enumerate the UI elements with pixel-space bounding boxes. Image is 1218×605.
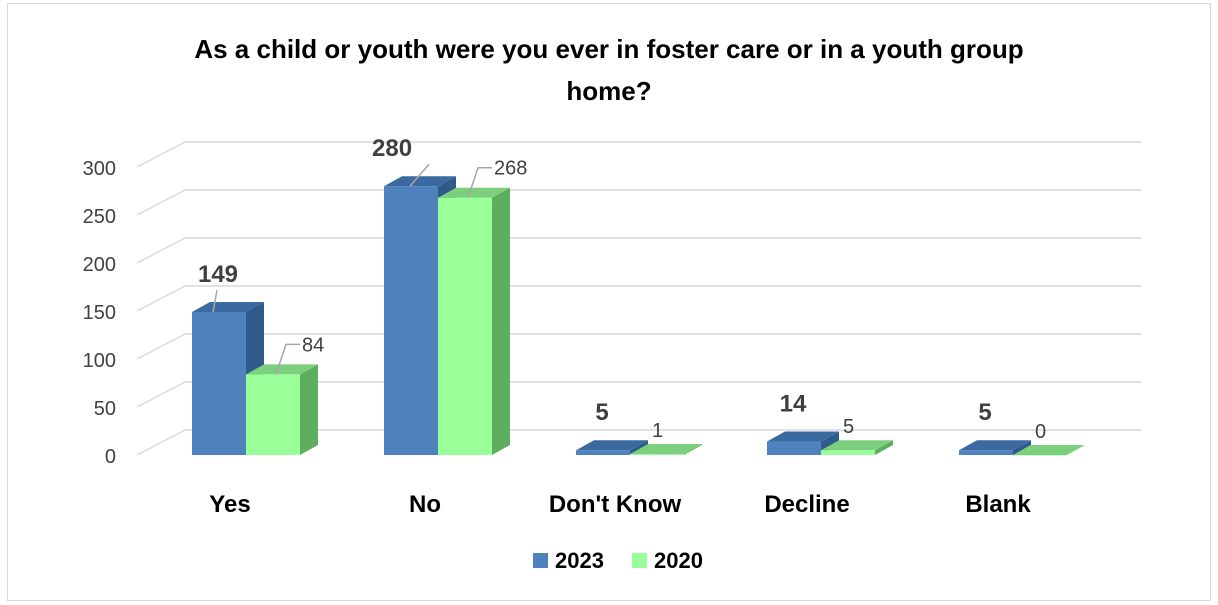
bar-top-2020 bbox=[246, 364, 318, 375]
bar-2023 bbox=[192, 311, 246, 455]
y-tick-label: 200 bbox=[83, 254, 116, 276]
x-category-label: Yes bbox=[209, 491, 250, 518]
bar-side-2020 bbox=[492, 187, 510, 455]
leader-line-2020 bbox=[467, 166, 492, 198]
y-tick-label: 300 bbox=[83, 158, 116, 180]
chart-frame bbox=[7, 3, 1211, 601]
data-label-2020: 5 bbox=[843, 416, 854, 438]
data-label-2023: 14 bbox=[780, 391, 807, 418]
bar-2023 bbox=[959, 450, 1013, 455]
gridline-diagonal bbox=[136, 189, 186, 216]
bar-2020 bbox=[246, 374, 300, 455]
leader-line-2023 bbox=[212, 289, 218, 313]
leader-line-2023 bbox=[409, 163, 430, 187]
data-label-2023: 5 bbox=[978, 399, 991, 426]
bar-side-2020 bbox=[875, 440, 893, 455]
bar-2023 bbox=[767, 441, 821, 455]
bar-2020 bbox=[821, 450, 875, 455]
bar-side-2020 bbox=[684, 444, 702, 455]
x-category-label: Decline bbox=[764, 491, 849, 518]
data-label-2020: 84 bbox=[302, 334, 324, 356]
bar-top-2023 bbox=[576, 440, 648, 451]
gridline-diagonal bbox=[136, 429, 186, 456]
bar-2023 bbox=[576, 450, 630, 455]
y-tick-label: 150 bbox=[83, 302, 116, 324]
legend-swatch-2020 bbox=[632, 553, 647, 568]
data-label-2020: 0 bbox=[1035, 421, 1046, 443]
y-tick-label: 250 bbox=[83, 206, 116, 228]
bar-2020 bbox=[1013, 455, 1067, 456]
y-tick-label: 50 bbox=[94, 398, 116, 420]
bar-side-2020 bbox=[300, 364, 318, 455]
data-label-2020: 1 bbox=[652, 420, 663, 442]
bar-side-2023 bbox=[630, 440, 648, 455]
x-category-label: No bbox=[409, 491, 441, 518]
gridline-diagonal bbox=[136, 381, 186, 408]
leader-line-2020 bbox=[275, 343, 300, 375]
bar-2023 bbox=[384, 186, 438, 455]
gridline-diagonal bbox=[136, 237, 186, 264]
legend-label-2023: 2023 bbox=[555, 548, 604, 573]
x-category-label: Blank bbox=[965, 491, 1031, 518]
data-label-2020: 268 bbox=[494, 158, 527, 180]
gridline-diagonal bbox=[136, 285, 186, 312]
bar-top-2020 bbox=[438, 187, 510, 198]
y-tick-label: 0 bbox=[105, 446, 116, 468]
chart-title-line-1: As a child or youth were you ever in fos… bbox=[194, 34, 1024, 64]
chart-title-line-2: home? bbox=[566, 76, 652, 106]
bar-top-2023 bbox=[959, 440, 1031, 451]
legend-swatch-2023 bbox=[533, 553, 548, 568]
bar-2020 bbox=[630, 454, 684, 455]
data-label-2023: 280 bbox=[372, 135, 412, 162]
y-tick-label: 100 bbox=[83, 350, 116, 372]
bar-top-2020 bbox=[1013, 445, 1085, 455]
data-label-2023: 5 bbox=[595, 399, 608, 426]
bar-top-2023 bbox=[192, 301, 264, 312]
bar-2020 bbox=[438, 197, 492, 455]
legend-label-2020: 2020 bbox=[654, 548, 703, 573]
bar-side-2023 bbox=[1013, 440, 1031, 455]
bar-top-2023 bbox=[767, 431, 839, 442]
chart-title: As a child or youth were you ever in fos… bbox=[0, 28, 1218, 112]
bar-top-2020 bbox=[630, 444, 702, 455]
data-label-2023: 149 bbox=[198, 261, 238, 288]
gridline-diagonal bbox=[136, 333, 186, 360]
bar-top-2023 bbox=[384, 176, 456, 187]
bar-top-2020 bbox=[821, 440, 893, 451]
x-category-label: Don't Know bbox=[549, 491, 682, 518]
gridline-diagonal bbox=[136, 141, 186, 168]
